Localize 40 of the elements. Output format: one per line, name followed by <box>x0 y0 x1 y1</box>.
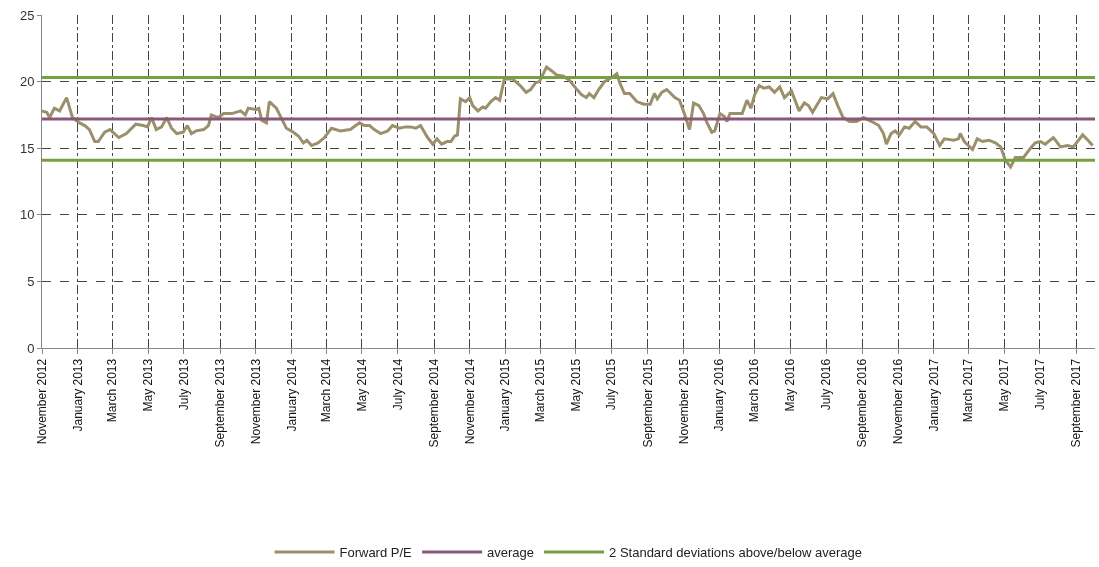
x-tick-label: July 2015 <box>604 358 619 411</box>
x-tick-label: November 2016 <box>891 358 906 445</box>
x-tick-label: January 2013 <box>70 358 85 432</box>
y-tick-label: 5 <box>27 273 35 289</box>
y-tick-label: 10 <box>19 207 35 223</box>
legend-label: average <box>487 545 535 561</box>
x-tick-label: July 2013 <box>176 358 191 411</box>
legend-label: 2 Standard deviations above/below average <box>609 545 863 561</box>
x-tick-label: March 2017 <box>961 358 976 423</box>
x-tick-label: May 2017 <box>997 358 1012 412</box>
x-tick-label: May 2015 <box>568 358 583 412</box>
x-tick-label: November 2014 <box>462 358 477 445</box>
x-tick-label: January 2015 <box>498 358 513 432</box>
x-tick-label: September 2016 <box>855 358 870 448</box>
x-tick-label: March 2014 <box>319 358 334 423</box>
x-tick-label: March 2013 <box>105 358 120 423</box>
y-tick-label: 20 <box>19 74 35 90</box>
x-tick-label: September 2017 <box>1069 358 1084 448</box>
x-tick-label: May 2013 <box>140 358 155 412</box>
x-tick-label: November 2015 <box>676 358 691 445</box>
x-tick-label: March 2016 <box>747 358 762 423</box>
x-tick-label: November 2012 <box>34 358 49 445</box>
y-tick-label: 25 <box>19 7 35 23</box>
x-tick-label: January 2017 <box>926 358 941 432</box>
x-tick-label: January 2014 <box>284 358 299 432</box>
x-tick-label: July 2014 <box>390 358 405 411</box>
y-tick-label: 0 <box>27 340 35 356</box>
line-series <box>42 65 1095 169</box>
x-tick-label: November 2013 <box>248 358 263 445</box>
x-tick-label: September 2015 <box>640 358 655 448</box>
x-tick-label: May 2016 <box>783 358 798 412</box>
x-tick-label: July 2016 <box>818 358 833 411</box>
x-tick-label: May 2014 <box>354 358 369 412</box>
y-tick-label: 15 <box>19 140 35 156</box>
x-tick-label: March 2015 <box>532 358 547 423</box>
x-tick-label: July 2017 <box>1032 358 1047 411</box>
x-tick-label: January 2016 <box>712 358 727 432</box>
x-tick-label: September 2014 <box>426 358 441 448</box>
legend-label: Forward P/E <box>339 545 413 561</box>
x-tick-label: September 2013 <box>213 358 228 448</box>
